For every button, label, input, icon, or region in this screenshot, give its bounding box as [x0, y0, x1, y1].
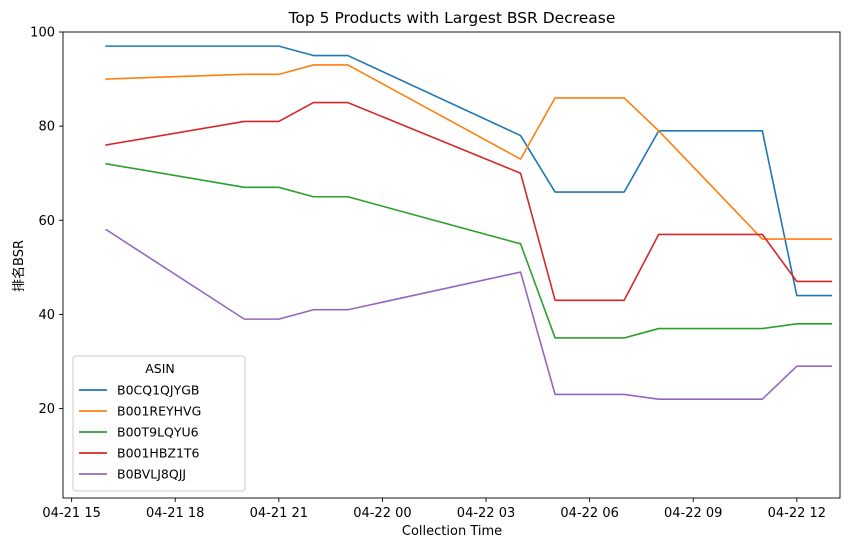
- series-line-b00t9lqyu6: [105, 162, 833, 339]
- legend-box: [72, 355, 246, 492]
- x-tick-label: 04-21 21: [250, 506, 308, 521]
- y-axis-label: 排名BSR: [11, 240, 27, 292]
- x-axis-label: Collection Time: [402, 524, 502, 539]
- series-line-b0bvlj8qjj: [105, 228, 833, 400]
- legend-title: ASIN: [145, 361, 175, 376]
- legend-item-label: B00T9LQYU6: [117, 425, 199, 440]
- x-tick-label: 04-22 00: [353, 506, 411, 521]
- series-line-b001hbz1t6: [105, 101, 833, 302]
- plot-area: 20 40 60 80 100 04-21 15 04-21 18 04-21 21 04-22…: [30, 26, 841, 521]
- x-tick-label: 04-21 15: [42, 506, 100, 521]
- y-tick-label: 100: [30, 26, 55, 41]
- y-tick-label: 60: [38, 214, 55, 229]
- x-tick-label: 04-22 03: [457, 506, 515, 521]
- legend-item-label: B001REYHVG: [117, 404, 201, 419]
- legend-item-label: B0CQ1QJYGB: [117, 383, 199, 398]
- legend: ASIN B0CQ1QJYGB B001REYHVG B00T9LQYU6 B001HB…: [72, 355, 246, 492]
- plot-frame: [62, 31, 841, 499]
- x-tick-label: 04-21 18: [146, 506, 204, 521]
- x-tick-label: 04-22 06: [560, 506, 618, 521]
- y-tick-label: 40: [38, 308, 55, 323]
- y-tick-label: 80: [38, 120, 55, 135]
- series-line-b001reyhvg: [105, 64, 833, 240]
- x-tick-label: 04-22 12: [768, 506, 826, 521]
- legend-item-label: B001HBZ1T6: [117, 446, 200, 461]
- legend-item-label: B0BVLJ8QJJ: [117, 467, 186, 482]
- y-tick-label: 20: [38, 402, 55, 417]
- chart-title: Top 5 Products with Largest BSR Decrease: [288, 9, 616, 27]
- x-tick-label: 04-22 09: [664, 506, 722, 521]
- series-line-b0cq1qjygb: [105, 45, 833, 297]
